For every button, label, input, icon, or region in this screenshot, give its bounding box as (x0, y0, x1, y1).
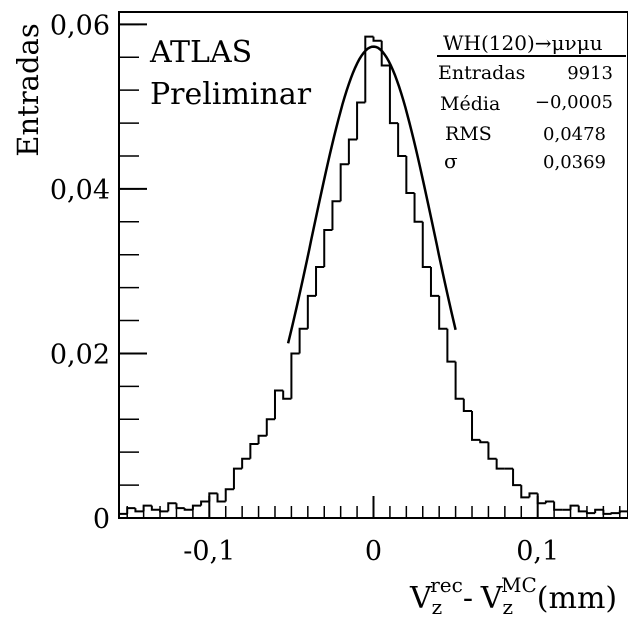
histogram-bin (298, 327, 308, 354)
histogram-bin (306, 294, 317, 329)
histogram-bin (134, 508, 144, 513)
stats-box: WH(120)→μνμu Entradas 9913 Média −0,0005… (437, 31, 626, 173)
stats-name-rms: RMS (445, 123, 492, 145)
histogram-bin (167, 502, 177, 512)
histogram-bin (265, 418, 275, 436)
histogram-bin (405, 155, 415, 195)
histogram-bin (339, 163, 349, 202)
histogram-bin (585, 511, 596, 515)
histogram-bin (380, 40, 390, 67)
histogram-bin (200, 500, 210, 506)
histogram-bin (191, 504, 202, 510)
preliminar-label: Preliminar (150, 77, 312, 112)
histogram-bin (438, 295, 448, 330)
histogram-bin (388, 65, 399, 125)
histogram-bin (241, 457, 251, 469)
y-axis-label: Entradas (11, 23, 45, 156)
x-label-sep: - (463, 581, 472, 616)
histogram-bin (495, 458, 505, 470)
histogram-bin (224, 488, 234, 502)
histogram-bin (610, 512, 620, 515)
stats-value-sigma: 0,0369 (543, 152, 606, 173)
histogram-bin (249, 442, 259, 459)
histogram-bin (175, 503, 185, 510)
histogram-bin (282, 390, 292, 400)
stats-value-media: −0,0005 (535, 92, 613, 113)
stats-title: WH(120)→μνμu (443, 31, 603, 55)
histogram-bin (487, 442, 497, 460)
histogram-bin (290, 352, 300, 399)
histogram-bin (323, 229, 333, 268)
y-tick-label: 0,04 (50, 175, 110, 206)
histogram-bin (462, 398, 473, 413)
stats-name-entradas: Entradas (438, 62, 525, 84)
x-label-unit: (mm) (537, 581, 617, 616)
x-tick-label: -0,1 (183, 536, 235, 567)
histogram-bin (577, 505, 587, 513)
histogram-bin (553, 501, 563, 511)
histogram-bin (364, 35, 374, 103)
x-label-sub2: z (502, 595, 513, 619)
histogram-bin (413, 193, 423, 223)
histogram-bin (257, 434, 267, 444)
histogram-bin (372, 36, 382, 42)
histogram-bin (273, 389, 284, 420)
histogram-bin (216, 493, 226, 503)
histogram-bin (536, 493, 546, 505)
y-tick-label: 0,02 (50, 339, 110, 370)
gaussian-fit-series (286, 45, 457, 344)
x-label-sup1: rec (430, 573, 463, 597)
histogram-bin (512, 468, 522, 487)
histogram-bin (347, 138, 358, 165)
histogram-bin (602, 509, 612, 515)
x-label-sup2: MC (501, 573, 537, 597)
x-tick-label: 0 (365, 536, 382, 567)
histogram-bin (569, 504, 579, 510)
histogram-bin (618, 510, 628, 514)
histogram-bin (520, 485, 530, 499)
gaussian-fit-curve (286, 45, 457, 344)
tick-labels: -0,1 0 0,1 0 0,02 0,04 0,06 (50, 10, 559, 567)
histogram-bin (471, 411, 481, 441)
histogram-bin (479, 439, 489, 444)
histogram-bin (232, 467, 243, 490)
histogram-bin (126, 507, 136, 514)
histogram-bin (421, 221, 431, 269)
histogram-bin (528, 492, 538, 498)
histogram-bin (454, 361, 464, 400)
histogram-bin (331, 200, 341, 231)
histogram-bin (397, 123, 407, 157)
stats-name-media: Média (440, 93, 500, 115)
x-tick-label: 0,1 (516, 536, 559, 567)
y-tick-label: 0 (93, 504, 110, 535)
x-label-sub1: z (432, 595, 443, 619)
stats-value-entradas: 9913 (567, 63, 613, 84)
histogram-bin (429, 267, 440, 297)
histogram-bin (356, 101, 366, 140)
histogram-bin (446, 328, 456, 363)
x-label-base2: V (480, 581, 504, 616)
histogram-bin (208, 492, 218, 502)
x-label-base1: V (409, 581, 433, 616)
histogram-bin (159, 509, 169, 513)
histogram-bin (594, 508, 604, 514)
atlas-label: ATLAS (149, 35, 252, 70)
stats-value-rms: 0,0478 (543, 124, 606, 145)
x-axis-label: Vzrec- VzMC(mm) (409, 573, 617, 619)
stats-name-sigma: σ (444, 149, 458, 173)
histogram-bin (315, 266, 325, 296)
histogram-series (118, 35, 628, 518)
histogram-bin (150, 505, 161, 511)
histogram-bin (183, 508, 193, 511)
histogram-bin (142, 504, 152, 512)
y-tick-label: 0,06 (50, 10, 110, 41)
plot-frame (118, 11, 628, 519)
histogram-bin (544, 500, 555, 504)
